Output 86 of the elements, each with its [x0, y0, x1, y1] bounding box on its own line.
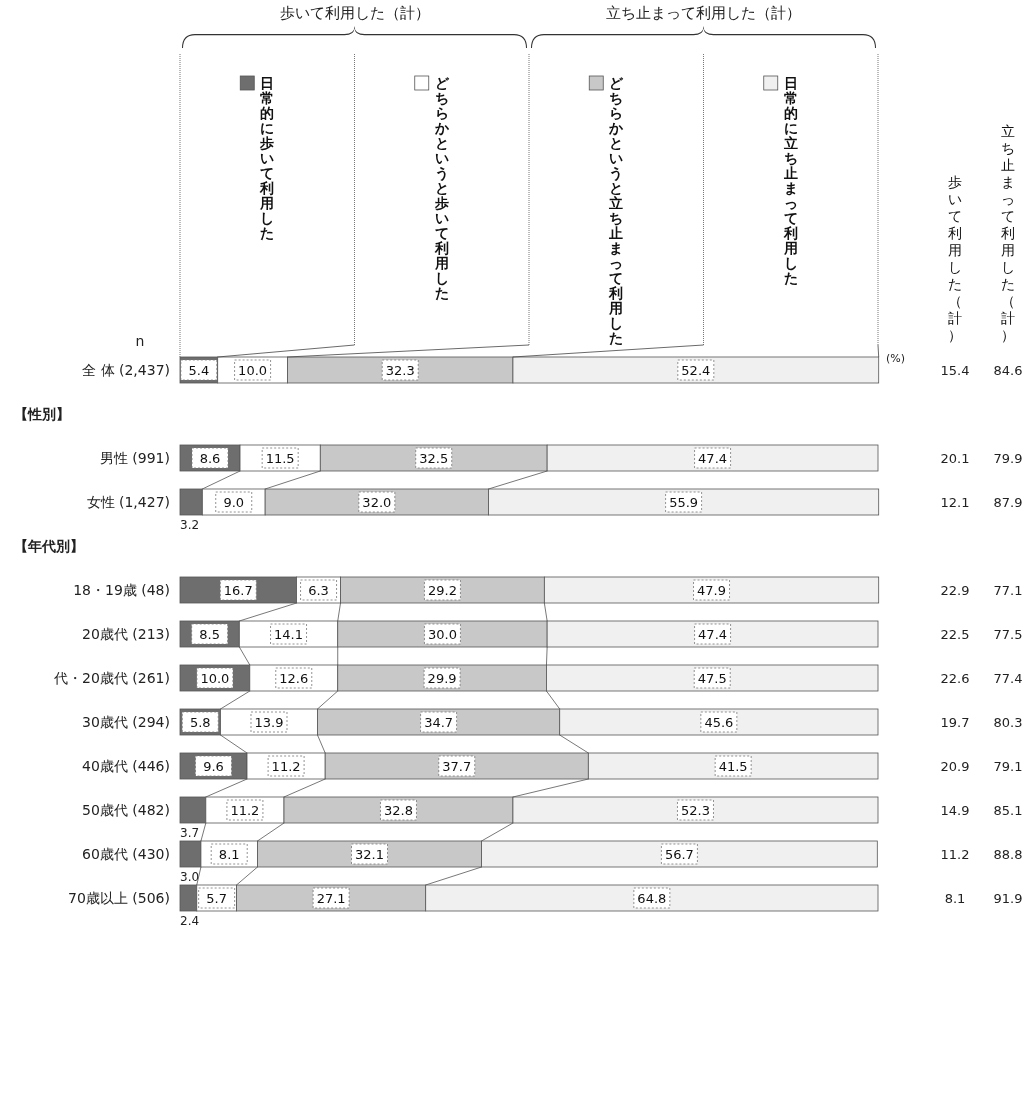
data-label: 45.6 — [704, 715, 734, 730]
text: 80.3 — [993, 715, 1023, 730]
y-tick-label: 70歳以上 (506) — [68, 890, 170, 906]
y-tick-label: 男性 (991) — [99, 450, 170, 466]
data-label: 8.5 — [199, 627, 221, 642]
text: 8.1 — [944, 891, 966, 906]
legend: 日常的に歩いて利用した どちらかというと歩いて利用した どちらかというと立ち止まって利用した 日常的に立ち止まって利用した — [179, 53, 880, 358]
data-label: 14.1 — [274, 627, 304, 642]
text: 立ち止まって利用した（計） — [1001, 123, 1015, 343]
text: 歩いて利用した（計） — [279, 4, 430, 22]
text: 77.1 — [993, 583, 1023, 598]
text: 85.1 — [993, 803, 1023, 818]
y-tick-label: 40歳代 (446) — [82, 758, 170, 774]
text: 87.9 — [993, 495, 1023, 510]
text: (%) — [886, 352, 906, 365]
data-label: 9.0 — [223, 495, 245, 510]
text: 79.9 — [993, 451, 1023, 466]
text: n — [135, 333, 145, 349]
data-label: 29.2 — [427, 583, 457, 598]
data-label: 5.7 — [206, 891, 227, 906]
text: 【性別】 — [14, 406, 70, 422]
y-tick-label: 50歳代 (482) — [82, 802, 170, 818]
text: 91.9 — [993, 891, 1023, 906]
data-label: 32.5 — [419, 451, 449, 466]
text: 77.4 — [993, 671, 1023, 686]
text: 22.5 — [940, 627, 970, 642]
text: 立ち止まって利用した（計） — [606, 4, 801, 22]
text: 84.6 — [993, 363, 1023, 378]
data-label: 64.8 — [637, 891, 667, 906]
text: 15.4 — [940, 363, 970, 378]
data-label: 12.6 — [279, 671, 309, 686]
data-label: 6.3 — [308, 583, 329, 598]
data-label: 10.0 — [238, 363, 268, 378]
data-label: 9.6 — [203, 759, 224, 774]
text: 22.6 — [940, 671, 970, 686]
data-label: 32.1 — [355, 847, 384, 862]
data-label: 34.7 — [424, 715, 454, 730]
data-label: 8.6 — [199, 451, 221, 466]
text: 20.9 — [940, 759, 970, 774]
y-tick-label: 30歳代 (294) — [82, 714, 170, 730]
data-label: 32.0 — [362, 495, 392, 510]
text: 19.7 — [940, 715, 970, 730]
data-label: 55.9 — [669, 495, 699, 510]
text: 22.9 — [940, 583, 970, 598]
data-label: 13.9 — [254, 715, 284, 730]
data-label: 10.0 — [200, 671, 230, 686]
data-label: 8.1 — [218, 847, 240, 862]
data-label: 37.7 — [442, 759, 472, 774]
data-label: 47.4 — [698, 627, 728, 642]
data-label: 5.8 — [189, 715, 211, 730]
data-label: 11.2 — [230, 803, 260, 818]
data-label: 47.9 — [697, 583, 726, 598]
data-label: 11.2 — [271, 759, 301, 774]
data-label: 3.0 — [180, 870, 200, 884]
text: 79.1 — [993, 759, 1023, 774]
data-label: 3.2 — [180, 518, 200, 532]
data-label: 32.3 — [385, 363, 415, 378]
data-label: 52.3 — [681, 803, 710, 818]
y-tick-label: 全 体 (2,437) — [82, 362, 170, 378]
data-label: 11.5 — [265, 451, 295, 466]
text: 11.2 — [940, 847, 970, 862]
y-tick-label: 60歳代 (430) — [82, 846, 170, 862]
y-tick-label: 代・20歳代 (261) — [53, 670, 170, 686]
text: 77.5 — [993, 627, 1023, 642]
data-label: 56.7 — [664, 847, 694, 862]
text: 20.1 — [940, 451, 970, 466]
text: 【年代別】 — [14, 538, 84, 554]
y-tick-label: 18・19歳 (48) — [73, 582, 170, 598]
data-label: 47.4 — [698, 451, 728, 466]
text: 歩いて利用した（計） — [948, 174, 962, 343]
data-label: 30.0 — [427, 627, 457, 642]
y-tick-label: 20歳代 (213) — [82, 626, 170, 642]
data-label: 32.8 — [384, 803, 413, 818]
data-label: 3.7 — [180, 826, 200, 840]
data-label: 16.7 — [223, 583, 253, 598]
y-tick-label: 女性 (1,427) — [86, 494, 170, 510]
data-label: 2.4 — [180, 914, 200, 928]
text: 14.9 — [940, 803, 970, 818]
data-label: 47.5 — [697, 671, 727, 686]
data-label: 52.4 — [681, 363, 711, 378]
data-label: 41.5 — [718, 759, 748, 774]
data-label: 27.1 — [316, 891, 346, 906]
data-label: 5.4 — [188, 363, 210, 378]
text: 12.1 — [940, 495, 970, 510]
data-label: 29.9 — [427, 671, 457, 686]
text: 88.8 — [993, 847, 1023, 862]
